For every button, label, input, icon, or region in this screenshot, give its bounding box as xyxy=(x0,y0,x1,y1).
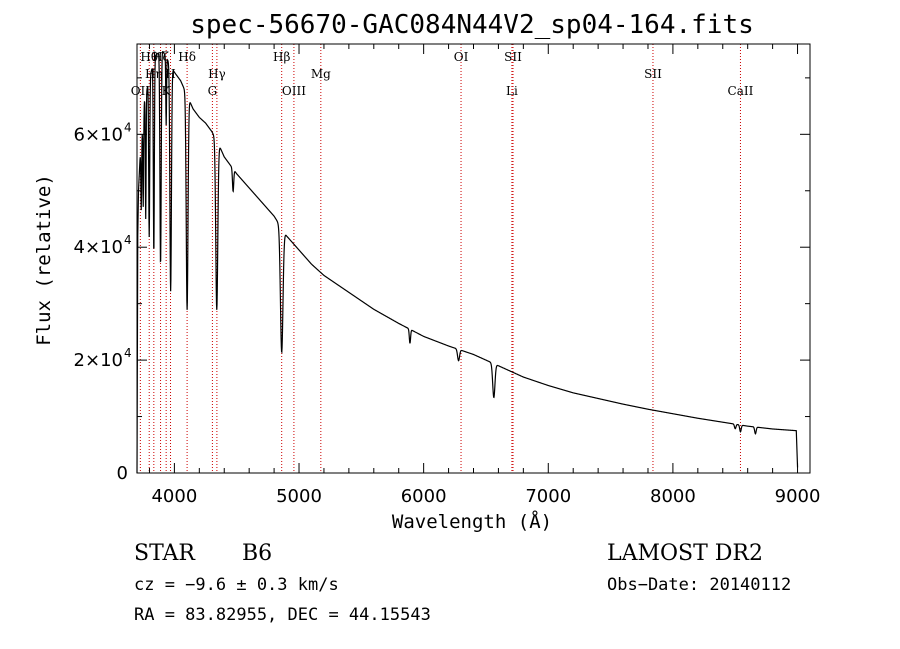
y-axis: 02×10 44×10 46×10 4 xyxy=(74,77,810,484)
y-tick-label-3: 6×10 xyxy=(74,124,123,145)
line-marker-label-12: OI xyxy=(454,50,469,64)
obs-date-label: Obs−Date: 20140112 xyxy=(607,575,791,595)
class-label: STAR xyxy=(134,541,196,566)
survey-label: LAMOST DR2 xyxy=(607,541,763,566)
line-marker-label-8: Hγ xyxy=(208,67,226,81)
x-axis: 4000 5000 6000 7000 8000 9000 xyxy=(148,44,821,507)
redshift-label: cz = −9.6 ± 0.3 km/s xyxy=(134,575,339,595)
line-marker-label-7: G xyxy=(208,84,218,98)
coordinates-label: RA = 83.82955, DEC = 44.15543 xyxy=(134,605,431,625)
spectrum-layer xyxy=(136,50,799,474)
x-tick-label-2: 6000 xyxy=(401,486,447,507)
line-marker-label-11: Mg xyxy=(311,67,331,81)
line-marker-label-16: CaII xyxy=(728,84,754,98)
y-axis-title: Flux (relative) xyxy=(33,174,55,346)
plot-frame xyxy=(136,43,811,474)
line-marker-label-6: Hδ xyxy=(178,50,196,64)
x-tick-label-4: 8000 xyxy=(650,486,696,507)
line-marker-label-2: Hη xyxy=(145,67,163,81)
line-marker-label-5: H xyxy=(165,67,175,81)
x-tick-label-3: 7000 xyxy=(525,486,571,507)
line-marker-label-14: Li xyxy=(506,84,518,98)
line-marker-label-15: SII xyxy=(644,67,662,81)
y-tick-label-1: 2×10 xyxy=(74,350,123,371)
y-tick-label-0: 0 xyxy=(117,463,128,484)
chart-title: spec-56670-GAC084N44V2_sp04-164.fits xyxy=(190,10,754,40)
x-tick-label-5: 9000 xyxy=(775,486,821,507)
x-axis-title: Wavelength (Å) xyxy=(392,510,552,533)
line-marker-label-13: SII xyxy=(504,50,522,64)
x-tick-label-1: 5000 xyxy=(276,486,322,507)
line-marker-label-0: OII xyxy=(131,84,151,98)
y-tick-label-2: 4×10 xyxy=(74,237,123,258)
y-tick-exponent-1: 4 xyxy=(124,346,132,360)
spectrum-line xyxy=(136,50,799,474)
x-tick-label-0: 4000 xyxy=(151,486,197,507)
line-marker-label-10: OIII xyxy=(282,84,306,98)
y-tick-exponent-2: 4 xyxy=(124,233,132,247)
y-tick-exponent-3: 4 xyxy=(124,120,132,134)
subclass-label: B6 xyxy=(242,541,272,566)
line-marker-label-9: Hβ xyxy=(273,50,290,64)
